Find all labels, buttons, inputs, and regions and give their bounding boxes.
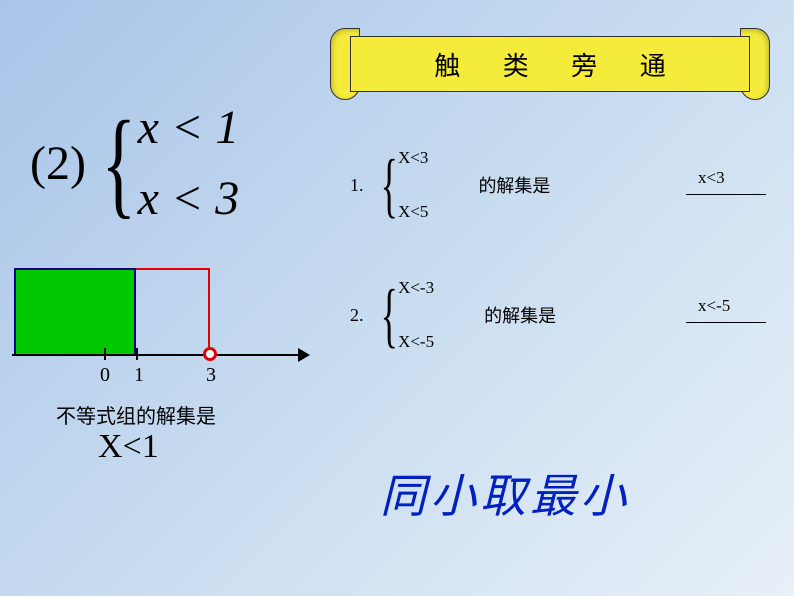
brace-icon: { <box>380 285 397 345</box>
inequality-1: x < 1 <box>138 100 240 155</box>
number-line: 0 1 3 <box>12 268 312 388</box>
inequality-group: x < 1 x < 3 <box>138 100 240 226</box>
problem-number: (2) <box>30 136 86 191</box>
green-range <box>14 268 136 356</box>
problem-2-number: 2. <box>350 305 364 326</box>
tick-0 <box>104 348 106 360</box>
brace-icon: { <box>101 113 136 213</box>
banner-title: 触 类 旁 通 <box>350 36 750 92</box>
problem-1-inequalities: X<3 X<5 <box>398 148 428 222</box>
arrow-icon <box>298 348 310 362</box>
scroll-banner: 触 类 旁 通 <box>330 28 770 100</box>
problem-1-ineq-2: X<5 <box>398 202 428 222</box>
tick-1 <box>136 348 138 360</box>
solution-answer: X<1 <box>98 428 159 466</box>
brace-icon: { <box>380 155 397 215</box>
problem-1-ineq-1: X<3 <box>398 148 428 168</box>
problem-1-underline <box>686 194 766 195</box>
problem-1-answer: x<3 <box>698 168 725 188</box>
problem-2-ineq-1: X<-3 <box>398 278 434 298</box>
problem-2-inequalities: X<-3 X<-5 <box>398 278 434 352</box>
inequality-2: x < 3 <box>138 171 240 226</box>
axis <box>12 354 302 356</box>
main-inequality-system: (2) { x < 1 x < 3 <box>30 100 239 226</box>
axis-label-3: 3 <box>206 364 216 387</box>
problem-1-number: 1. <box>350 175 364 196</box>
problem-2-ineq-2: X<-5 <box>398 332 434 352</box>
problem-2-underline <box>686 322 766 323</box>
conclusion: 同小取最小 <box>380 460 630 526</box>
solution-label: 不等式组的解集是 <box>56 400 216 429</box>
problem-2-answer: x<-5 <box>698 296 730 316</box>
axis-label-0: 0 <box>100 364 110 387</box>
problem-2-text: 的解集是 <box>484 302 556 328</box>
problem-1-text: 的解集是 <box>478 172 550 198</box>
problem-2: 2. { X<-3 X<-5 的解集是 <box>350 278 556 352</box>
axis-label-1: 1 <box>134 364 144 387</box>
open-circle-3 <box>203 347 217 361</box>
problem-1: 1. { X<3 X<5 的解集是 <box>350 148 550 222</box>
